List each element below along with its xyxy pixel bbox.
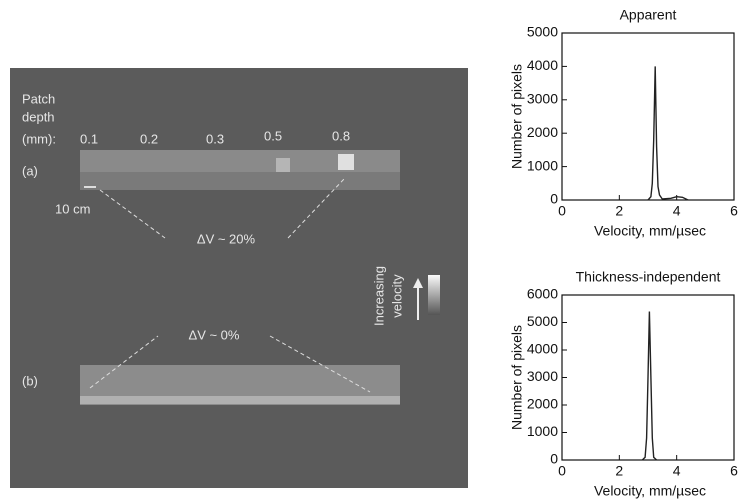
plot-frame (561, 32, 735, 201)
patch-label: depth (22, 109, 55, 124)
y-tick-label: 4000 (527, 341, 558, 357)
chart-title: Thickness-independent (576, 269, 721, 285)
y-tick-label: 3000 (527, 91, 558, 107)
y-tick-label: 5000 (527, 313, 558, 329)
y-tick-label: 0 (550, 191, 558, 207)
strip-b-edge (80, 396, 400, 404)
x-axis-label: Velocity, mm/µsec (594, 223, 706, 239)
y-tick-label: 3000 (527, 368, 558, 384)
x-tick-label: 4 (673, 203, 681, 219)
x-tick-label: 2 (615, 203, 623, 219)
y-tick-label: 1000 (527, 423, 558, 439)
delta-b-lines (89, 335, 371, 393)
y-tick-label: 1000 (527, 157, 558, 173)
patch-08 (338, 154, 354, 170)
depth-label: 0.5 (264, 128, 282, 143)
label-a: (a) (22, 163, 38, 178)
image-background (10, 68, 468, 488)
y-tick-label: 4000 (527, 57, 558, 73)
delta-a: ΔV ~ 20% (197, 231, 256, 246)
x-tick-label: 6 (730, 203, 738, 219)
patch-label: (mm): (22, 131, 56, 146)
data-line (641, 311, 658, 461)
strip-a-lower (80, 172, 400, 190)
y-axis-label: Number of pixels (509, 325, 525, 430)
x-tick-label: 4 (673, 463, 681, 479)
label-b: (b) (22, 373, 38, 388)
x-tick-label: 2 (615, 463, 623, 479)
y-tick-label: 2000 (527, 124, 558, 140)
depth-label: 0.3 (206, 131, 224, 146)
delta-b: ΔV ~ 0% (189, 327, 240, 342)
data-line (647, 66, 689, 201)
color-bar (428, 275, 440, 315)
chart-title: Apparent (620, 7, 677, 23)
x-tick-label: 0 (558, 203, 566, 219)
y-tick-label: 0 (550, 451, 558, 467)
depth-label: 0.2 (140, 131, 158, 146)
y-tick-label: 2000 (527, 396, 558, 412)
x-tick-label: 0 (558, 463, 566, 479)
y-tick-label: 6000 (527, 286, 558, 302)
scale-label: 10 cm (55, 201, 90, 216)
y-tick-label: 5000 (527, 24, 558, 40)
x-axis-label: Velocity, mm/µsec (594, 483, 706, 499)
depth-label: 0.8 (332, 128, 350, 143)
legend-label: Increasing (371, 266, 386, 326)
patch-05 (276, 158, 290, 172)
depth-label: 0.1 (80, 131, 98, 146)
patch-label: Patch (22, 91, 55, 106)
legend-label: velocity (389, 274, 404, 318)
y-axis-label: Number of pixels (509, 64, 525, 169)
arrow-head (413, 278, 423, 288)
x-tick-label: 6 (730, 463, 738, 479)
